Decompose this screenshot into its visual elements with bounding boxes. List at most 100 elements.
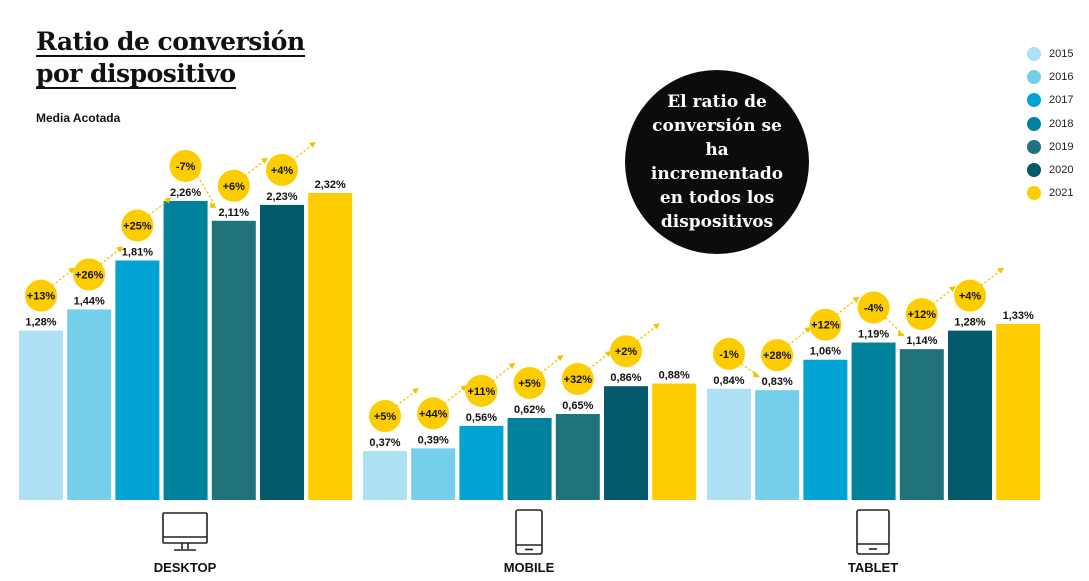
bar-value-label: 0,39% — [418, 434, 449, 446]
change-bubble — [610, 335, 642, 368]
change-arrow-head — [556, 354, 564, 361]
bar-value-label: 0,84% — [713, 375, 744, 387]
chart-title-line2: por dispositivo — [36, 59, 236, 89]
change-bubble — [857, 291, 890, 324]
change-label: +26% — [75, 269, 104, 281]
change-label: +13% — [27, 291, 56, 303]
bar-desktop-2016 — [67, 309, 112, 500]
bar-value-label: 2,32% — [315, 179, 346, 191]
legend-label: 2019 — [1049, 140, 1074, 153]
change-bubble — [266, 153, 298, 186]
legend-item: 2015 — [1027, 42, 1073, 65]
bar-value-label: 1,06% — [810, 346, 841, 358]
change-arrow-head — [852, 296, 860, 303]
change-bubble — [561, 362, 594, 395]
change-label: +28% — [763, 350, 792, 362]
bar-tablet-2017 — [803, 359, 848, 500]
bar-desktop-2018 — [163, 200, 208, 501]
legend-swatch — [1027, 46, 1041, 61]
device-label-tablet: TABLET — [847, 560, 899, 575]
legend-swatch — [1027, 69, 1041, 84]
legend-label: 2018 — [1049, 117, 1074, 130]
change-bubble — [169, 149, 202, 182]
legend-swatch — [1027, 139, 1041, 154]
legend-swatch — [1027, 163, 1041, 178]
change-bubble — [905, 298, 938, 331]
bar-value-label: 1,19% — [858, 329, 889, 341]
change-label: +2% — [615, 346, 638, 358]
bar-mobile-2018 — [507, 417, 552, 500]
bar-mobile-2019 — [555, 413, 600, 500]
change-label: +11% — [467, 386, 495, 398]
change-arrow-head — [460, 385, 468, 392]
change-label: +25% — [123, 220, 152, 232]
change-bubble — [217, 169, 250, 202]
change-bubble — [954, 279, 986, 312]
device-label-desktop: DESKTOP — [153, 560, 217, 575]
change-bubble — [761, 339, 794, 372]
change-bubble — [465, 374, 498, 407]
change-label: -1% — [719, 349, 739, 361]
legend: 2015 2016 2017 2018 2019 2020 2021 — [1027, 42, 1073, 205]
bar-value-label: 1,81% — [122, 246, 153, 258]
change-bubble — [25, 279, 57, 312]
change-bubble — [713, 337, 745, 370]
bar-value-label: 1,33% — [1003, 310, 1034, 322]
bar-desktop-2017 — [115, 260, 160, 500]
change-arrow-head — [753, 371, 761, 378]
bar-value-label: 0,86% — [610, 372, 641, 384]
change-bubble — [121, 209, 154, 242]
change-arrow-head — [804, 327, 812, 334]
change-arrow-head — [68, 267, 75, 274]
legend-item: 2017 — [1027, 89, 1073, 112]
change-arrow-head — [209, 201, 217, 208]
change-bubble — [73, 258, 106, 291]
legend-label: 2020 — [1049, 164, 1074, 177]
change-bubble — [809, 308, 842, 341]
change-label: +12% — [908, 309, 937, 321]
bar-value-label: 0,37% — [369, 437, 400, 449]
change-bubble — [417, 397, 450, 430]
bar-value-label: 1,28% — [954, 317, 985, 329]
change-arrow-head — [897, 330, 905, 337]
bar-value-label: 0,65% — [562, 400, 593, 412]
chart-title: Ratio de conversión por dispositivo — [36, 26, 305, 90]
bar-tablet-2020 — [948, 330, 992, 500]
bar-value-label: 1,14% — [906, 335, 937, 347]
callout-circle: El ratio de conversión se ha incrementad… — [625, 70, 809, 254]
legend-item: 2019 — [1027, 135, 1073, 158]
legend-item: 2016 — [1027, 65, 1073, 88]
callout-text: El ratio de conversión se ha incrementad… — [650, 92, 784, 232]
change-arrow-head — [164, 197, 172, 204]
change-arrow-head — [508, 362, 516, 369]
change-arrow — [197, 175, 217, 208]
bar-value-label: 0,56% — [466, 412, 497, 424]
bar-desktop-2019 — [211, 220, 256, 500]
chart-title-line1: Ratio de conversión — [36, 27, 305, 57]
change-bubble — [513, 366, 546, 399]
bar-value-label: 0,62% — [514, 404, 545, 416]
desktop-icon — [162, 512, 208, 551]
bar-value-label: 1,28% — [25, 317, 56, 329]
bar-mobile-2021 — [652, 383, 697, 500]
change-label: -4% — [864, 303, 884, 315]
change-label: +5% — [518, 378, 541, 390]
bar-desktop-2020 — [260, 204, 304, 500]
mobile-icon — [515, 509, 543, 555]
change-label: +6% — [223, 181, 246, 193]
device-label-mobile: MOBILE — [503, 560, 555, 575]
change-label: +4% — [959, 291, 982, 303]
change-label: +5% — [374, 411, 397, 423]
bar-tablet-2018 — [851, 342, 896, 500]
change-bubble — [369, 400, 401, 433]
legend-swatch — [1027, 186, 1041, 201]
bar-value-label: 2,23% — [266, 191, 297, 203]
bar-mobile-2017 — [459, 425, 504, 500]
bar-tablet-2021 — [996, 324, 1041, 500]
legend-label: 2015 — [1049, 47, 1074, 60]
change-arrow-head — [653, 323, 660, 330]
bar-tablet-2015 — [707, 388, 751, 500]
legend-item: 2021 — [1027, 182, 1073, 205]
change-arrow-head — [412, 388, 419, 395]
bar-value-label: 1,44% — [74, 295, 105, 307]
